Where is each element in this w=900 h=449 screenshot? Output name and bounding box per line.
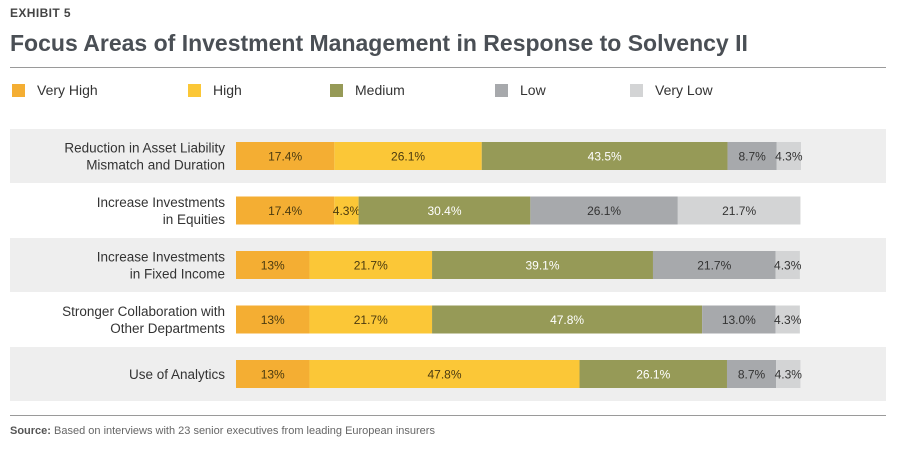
top-divider — [10, 67, 886, 68]
data-label: 21.7% — [697, 259, 731, 273]
data-label: 21.7% — [722, 204, 756, 218]
data-label: 17.4% — [268, 150, 302, 164]
bar-segment — [432, 251, 653, 279]
data-label: 21.7% — [354, 313, 388, 327]
data-label: 47.8% — [550, 313, 584, 327]
bar-segment — [776, 360, 801, 388]
data-label: 4.3% — [333, 204, 361, 218]
bar-segment — [358, 196, 531, 225]
legend-label-high: High — [213, 82, 242, 98]
data-label: 4.3% — [775, 150, 803, 164]
category-label: Stronger Collaboration with — [62, 304, 225, 319]
bar-segment — [432, 305, 703, 334]
bar-segment — [726, 360, 777, 388]
data-label: 8.7% — [738, 150, 766, 164]
legend-swatch-very-low — [630, 84, 643, 97]
data-label: 47.8% — [427, 368, 461, 382]
legend-swatch-low — [495, 84, 508, 97]
bar-segment — [309, 305, 433, 334]
bar-segment — [309, 251, 433, 279]
category-label: in Equities — [163, 212, 226, 227]
category-label: Increase Investments — [97, 250, 226, 265]
data-label: 13% — [261, 313, 285, 327]
data-label: 4.3% — [774, 259, 802, 273]
chart-row: Use of Analytics 13% 47.8% 26.1% 8.7% 4.3% — [10, 347, 886, 401]
chart-row: Reduction in Asset Liability Mismatch and… — [10, 129, 886, 183]
source-note: Source: Based on interviews with 23 seni… — [10, 425, 435, 437]
legend-swatch-very-high — [12, 84, 25, 97]
source-label: Source: — [10, 425, 51, 437]
chart-row: Stronger Collaboration with Other Departm… — [62, 304, 802, 336]
data-label: 26.1% — [587, 204, 621, 218]
bottom-divider — [10, 415, 886, 416]
category-label: Other Departments — [110, 321, 225, 336]
chart-row: Increase Investments in Equities 17.4% 4.3%… — [97, 195, 801, 227]
data-label: 21.7% — [354, 259, 388, 273]
legend: Very High High Medium Low Very Low — [12, 82, 713, 98]
stacked-bar-chart: Very High High Medium Low Very Low Reduction … — [10, 82, 886, 401]
bar-segment — [334, 142, 482, 170]
legend-swatch-high — [188, 84, 201, 97]
bar-segment — [481, 142, 728, 170]
legend-label-medium: Medium — [355, 82, 405, 98]
bar-segment — [652, 251, 776, 279]
data-label: 13% — [261, 368, 285, 382]
bar-segment — [236, 360, 310, 388]
category-label: Increase Investments — [97, 195, 226, 210]
exhibit-label: EXHIBIT 5 — [10, 6, 71, 20]
bar-segment — [775, 251, 800, 279]
bar-segment — [579, 360, 727, 388]
data-label: 13.0% — [722, 313, 756, 327]
source-text: Based on interviews with 23 senior execu… — [54, 425, 435, 437]
data-label: 26.1% — [391, 150, 425, 164]
bar-segment — [309, 360, 580, 388]
bar-segment — [334, 196, 359, 225]
bar-segment — [236, 196, 335, 225]
legend-label-low: Low — [520, 82, 547, 98]
data-label: 39.1% — [525, 259, 559, 273]
data-label: 4.3% — [775, 368, 803, 382]
legend-swatch-medium — [330, 84, 343, 97]
bar-segment — [236, 305, 310, 334]
bar-segment — [677, 196, 801, 225]
data-label: 4.3% — [774, 313, 802, 327]
legend-label-very-high: Very High — [37, 82, 98, 98]
category-label: Mismatch and Duration — [86, 158, 225, 173]
data-label: 43.5% — [588, 150, 622, 164]
bar-segment — [776, 142, 801, 170]
category-label: Reduction in Asset Liability — [64, 141, 225, 156]
bar-segment — [702, 305, 776, 334]
bar-segment — [236, 142, 335, 170]
data-label: 13% — [261, 259, 285, 273]
chart-row: Increase Investments in Fixed Income 13% 21… — [10, 238, 886, 292]
category-label: Use of Analytics — [129, 367, 225, 382]
bar-segment — [727, 142, 777, 170]
bar-segment — [236, 251, 310, 279]
category-label: in Fixed Income — [130, 267, 225, 282]
legend-label-very-low: Very Low — [655, 82, 713, 98]
data-label: 17.4% — [268, 204, 302, 218]
data-label: 26.1% — [636, 368, 670, 382]
data-label: 30.4% — [427, 204, 461, 218]
chart-title: Focus Areas of Investment Management in … — [10, 30, 748, 56]
data-label: 8.7% — [738, 368, 766, 382]
bar-segment — [530, 196, 678, 225]
bar-segment — [775, 305, 800, 334]
